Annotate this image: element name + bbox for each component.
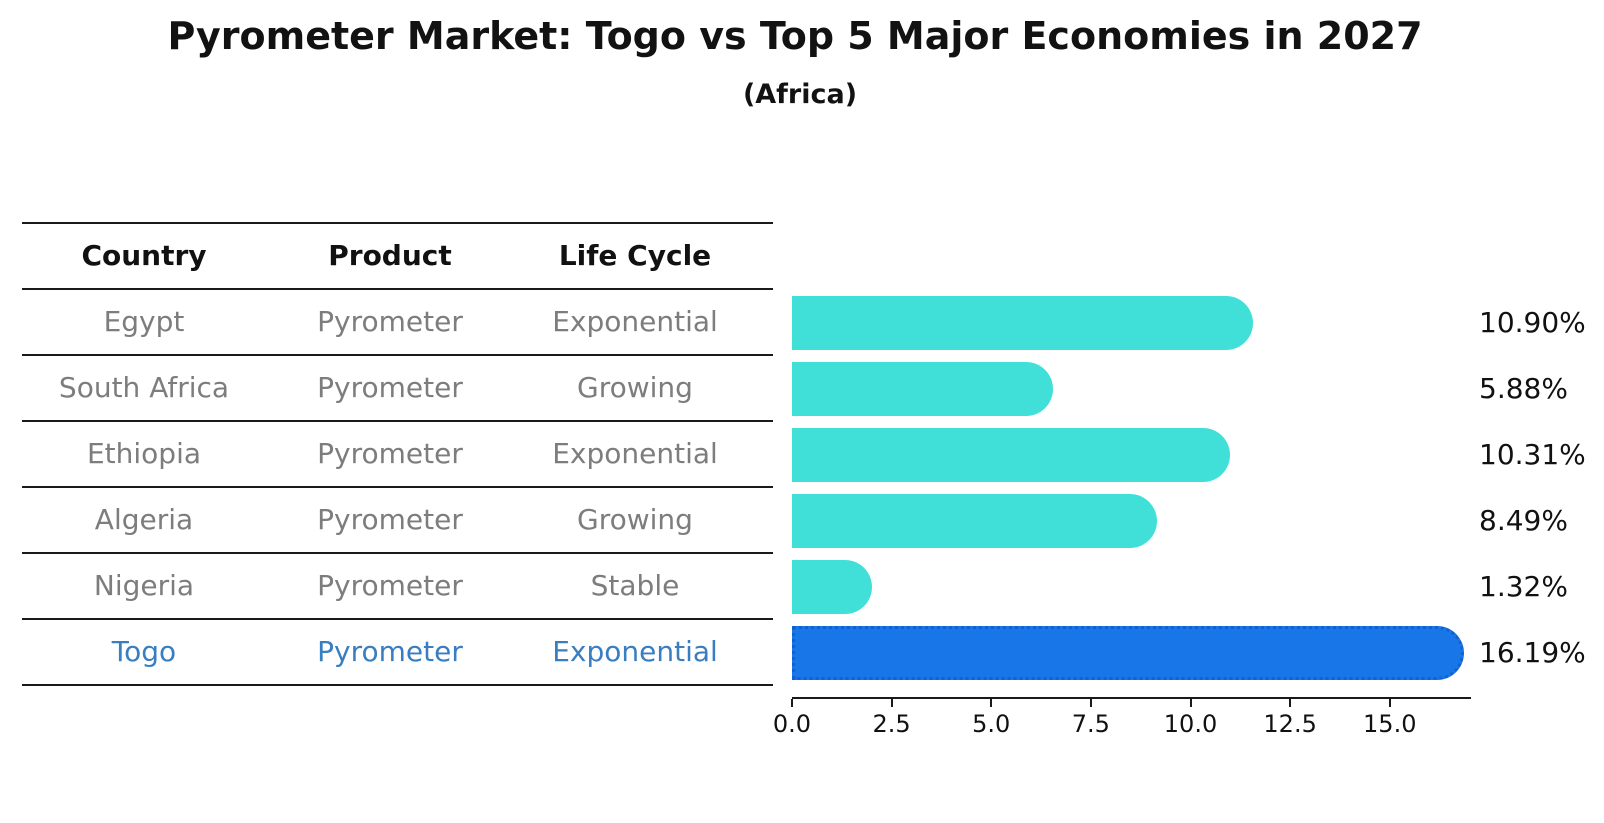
table-cell-life-cycle: Growing (577, 503, 693, 536)
table-header-product: Product (328, 239, 452, 272)
x-tick-label: 10.0 (1163, 710, 1218, 738)
table-row: Nigeria Pyrometer Stable (22, 554, 773, 620)
table-row: Algeria Pyrometer Growing (22, 488, 773, 554)
table-row: Egypt Pyrometer Exponential (22, 290, 773, 356)
table-cell-life-cycle: Exponential (552, 635, 718, 668)
x-tick-mark (1388, 699, 1391, 707)
table-row: Ethiopia Pyrometer Exponential (22, 422, 773, 488)
bar-algeria (792, 494, 1158, 548)
table-cell-product: Pyrometer (317, 371, 463, 404)
bar-south-africa (792, 362, 1054, 416)
table-row: South Africa Pyrometer Growing (22, 356, 773, 422)
table-cell-life-cycle: Growing (577, 371, 693, 404)
table-cell-product: Pyrometer (317, 635, 463, 668)
table-cell-country: Togo (111, 635, 177, 668)
value-label-togo: 16.19% (1479, 636, 1586, 669)
table-header-life-cycle: Life Cycle (558, 239, 712, 272)
table-cell-country: Egypt (103, 305, 185, 338)
value-label-ethiopia: 10.31% (1479, 438, 1586, 471)
value-label-south-africa: 5.88% (1479, 372, 1568, 405)
table-cell-country: Nigeria (93, 569, 195, 602)
table-cell-product: Pyrometer (317, 569, 463, 602)
table-cell-product: Pyrometer (317, 437, 463, 470)
x-tick-mark (990, 699, 993, 707)
table-cell-country: Algeria (94, 503, 194, 536)
bar-egypt (792, 296, 1254, 350)
x-tick-mark (1089, 699, 1092, 707)
x-tick-label: 2.5 (872, 710, 911, 738)
x-tick-mark (890, 699, 893, 707)
table-row: Togo Pyrometer Exponential (22, 620, 773, 686)
table-cell-product: Pyrometer (317, 503, 463, 536)
x-tick-label: 12.5 (1263, 710, 1317, 738)
table-cell-life-cycle: Exponential (552, 305, 718, 338)
value-label-egypt: 10.90% (1479, 306, 1586, 339)
x-tick-label: 5.0 (972, 710, 1011, 738)
country-table: Country Product Life Cycle Egypt Pyromet… (22, 222, 773, 686)
table-cell-country: Ethiopia (86, 437, 202, 470)
table-header-row: Country Product Life Cycle (22, 222, 773, 290)
x-tick-mark (1289, 699, 1292, 707)
table-cell-life-cycle: Exponential (552, 437, 718, 470)
table-body: Egypt Pyrometer Exponential South Africa… (22, 290, 773, 686)
table-cell-life-cycle: Stable (590, 569, 680, 602)
x-axis-line (792, 697, 1471, 699)
x-tick-label: 0.0 (772, 710, 812, 738)
x-tick-label: 15.0 (1363, 710, 1417, 738)
bar-togo (792, 626, 1465, 680)
chart-subtitle: (Africa) (742, 79, 858, 110)
x-tick-mark (791, 699, 793, 707)
value-label-nigeria: 1.32% (1479, 570, 1568, 603)
bar-ethiopia (792, 428, 1230, 482)
bar-nigeria (792, 560, 872, 614)
x-tick-mark (1189, 699, 1192, 707)
x-tick-label: 7.5 (1071, 710, 1110, 738)
table-cell-country: South Africa (58, 371, 230, 404)
value-label-algeria: 8.49% (1479, 504, 1568, 537)
table-header-country: Country (81, 239, 207, 272)
table-cell-product: Pyrometer (317, 305, 463, 338)
chart-title: Pyrometer Market: Togo vs Top 5 Major Ec… (167, 14, 1423, 58)
